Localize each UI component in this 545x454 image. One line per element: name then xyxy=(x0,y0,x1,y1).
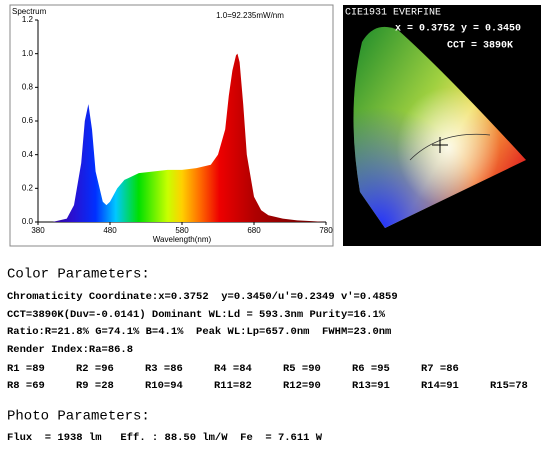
planckian-locus xyxy=(409,133,491,161)
render-index: R8 =69 xyxy=(7,380,45,392)
param-line: CCT=3890K(Duv=-0.0141) Dominant WL:Ld = … xyxy=(7,309,386,321)
x-tick-label: 780 xyxy=(319,226,333,235)
render-index: R15=78 xyxy=(490,380,528,392)
render-index: R13=91 xyxy=(352,380,390,392)
cie-white xyxy=(353,26,526,228)
param-line: Render Index:Ra=86.8 xyxy=(7,344,133,356)
y-tick-label: 1.0 xyxy=(22,49,34,58)
spectrum-area xyxy=(38,53,326,222)
annotation: 1.0=92.235mW/nm xyxy=(216,11,284,20)
x-tick-label: 680 xyxy=(247,226,261,235)
y-tick-label: 0.2 xyxy=(22,183,34,192)
render-index: R14=91 xyxy=(421,380,459,392)
render-index: R1 =89 xyxy=(7,363,45,375)
render-index: R6 =95 xyxy=(352,363,390,375)
render-index: R5 =90 xyxy=(283,363,321,375)
y-tick-label: 1.2 xyxy=(22,15,34,24)
x-axis-label: Wavelength(nm) xyxy=(153,235,212,244)
render-index: R10=94 xyxy=(145,380,183,392)
x-tick-label: 580 xyxy=(175,226,189,235)
heading: Photo Parameters: xyxy=(7,409,150,425)
y-tick-label: 0.6 xyxy=(22,116,34,125)
y-tick-label: 0.4 xyxy=(22,150,34,159)
param-line: Chromaticity Coordinate:x=0.3752 y=0.345… xyxy=(7,291,398,303)
y-tick-label: 0.8 xyxy=(22,82,34,91)
cie-cct: CCT = 3890K xyxy=(447,41,513,52)
heading: Color Parameters: xyxy=(7,267,150,283)
photo-line: Flux = 1938 lm Eff. : 88.50 lm/W Fe = 7.… xyxy=(7,432,323,444)
x-tick-label: 480 xyxy=(103,226,117,235)
cie-title: CIE1931 EVERFINE xyxy=(345,8,441,19)
render-index: R9 =28 xyxy=(76,380,114,392)
param-line: Ratio:R=21.8% G=74.1% B=4.1% Peak WL:Lp=… xyxy=(7,326,391,338)
y-tick-label: 0.0 xyxy=(22,217,34,226)
x-tick-label: 380 xyxy=(31,226,45,235)
render-index: R7 =86 xyxy=(421,363,459,375)
render-index: R11=82 xyxy=(214,380,252,392)
render-index: R12=90 xyxy=(283,380,321,392)
chart-title: Spectrum xyxy=(12,7,47,16)
render-index: R2 =96 xyxy=(76,363,114,375)
render-index: R3 =86 xyxy=(145,363,183,375)
render-index: R4 =84 xyxy=(214,363,252,375)
cie-coords: x = 0.3752 y = 0.3450 xyxy=(395,24,521,35)
